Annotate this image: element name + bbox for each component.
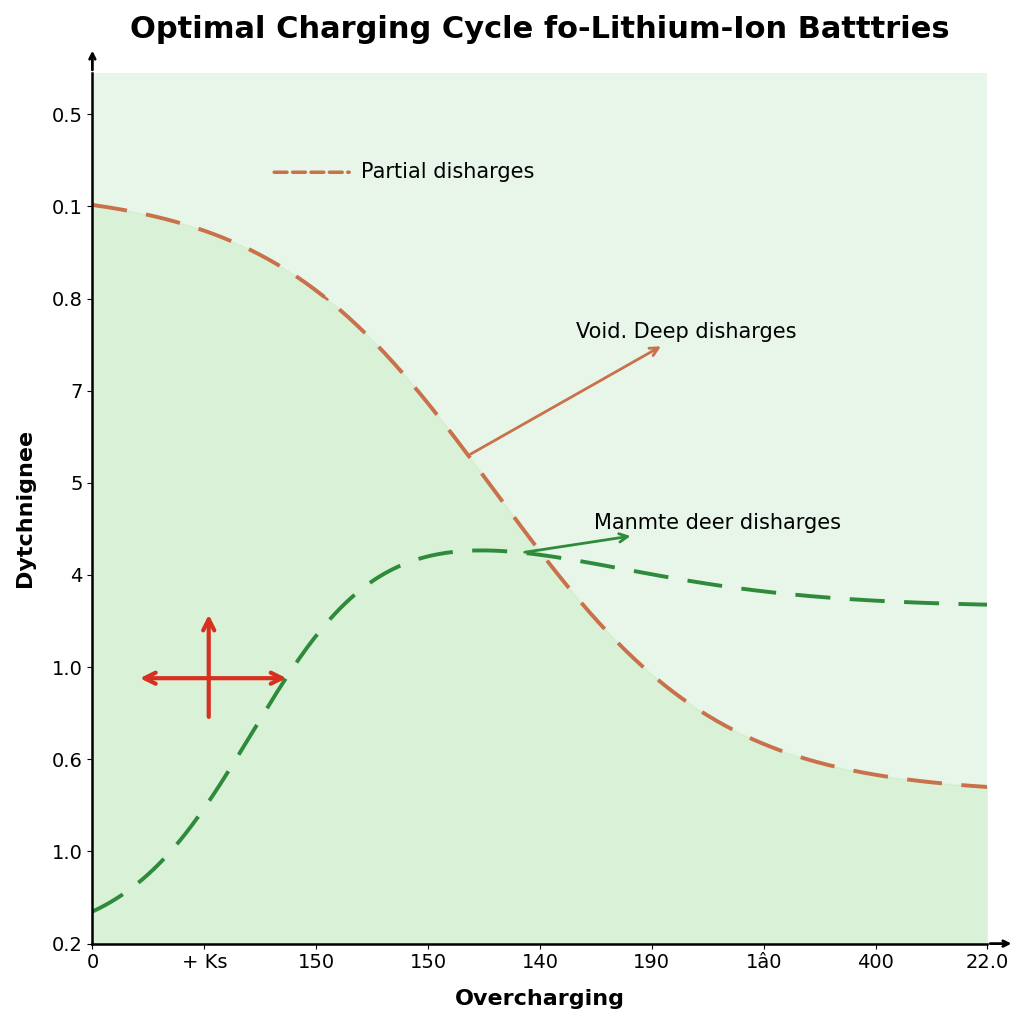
Text: Partial disharges: Partial disharges	[360, 162, 535, 182]
X-axis label: Overcharging: Overcharging	[455, 989, 625, 1009]
Y-axis label: Dytchnignee: Dytchnignee	[15, 429, 35, 587]
Text: Manmte deer disharges: Manmte deer disharges	[524, 513, 841, 552]
Text: Void. Deep disharges: Void. Deep disharges	[471, 323, 797, 454]
Title: Optimal Charging Cycle fo-Lithium-Ion Batttries: Optimal Charging Cycle fo-Lithium-Ion Ba…	[130, 15, 949, 44]
